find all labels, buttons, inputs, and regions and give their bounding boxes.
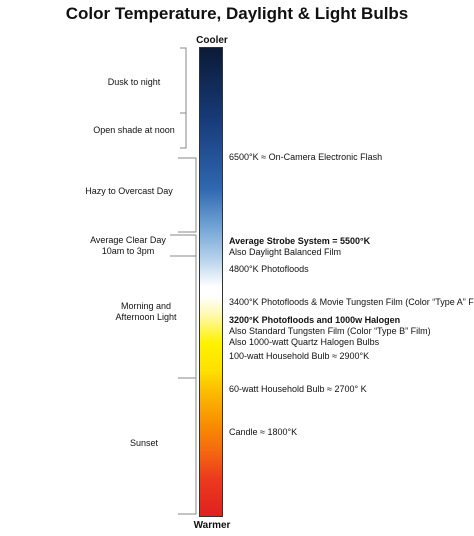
annotation-5500k-strobe: Average Strobe System = 5500°K <box>229 236 371 246</box>
bracket-sunset <box>178 377 197 515</box>
page-title: Color Temperature, Daylight & Light Bulb… <box>65 4 409 23</box>
bracket-open-shade <box>180 112 187 149</box>
annotation-100w-bulb: 100-watt Household Bulb ≈ 2900°K <box>229 351 370 361</box>
color-temperature-gradient-bar <box>199 47 223 517</box>
range-label-line: Open shade at noon <box>93 125 175 135</box>
range-label-morning: Morning and Afternoon Light <box>96 301 196 323</box>
annotation-quartz-halogen: Also 1000-watt Quartz Halogen Bulbs <box>229 337 380 347</box>
annotation-60w-bulb: 60-watt Household Bulb ≈ 2700° K <box>229 384 367 394</box>
annotation-3400k-type-a: 3400°K Photofloods & Movie Tungsten Film… <box>229 297 474 307</box>
range-label-line: Sunset <box>129 438 159 448</box>
range-label-line: Morning and <box>120 301 172 311</box>
annotation-daylight-film: Also Daylight Balanced Film <box>229 247 342 257</box>
range-label-sunset: Sunset <box>114 438 174 449</box>
range-label-line: Dusk to night <box>107 77 161 87</box>
annotation-type-b-film: Also Standard Tungsten Film (Color “Type… <box>229 326 431 336</box>
cooler-label: Cooler <box>196 35 228 46</box>
range-label-dusk: Dusk to night <box>84 77 184 88</box>
annotation-6500k-flash: 6500°K ≈ On-Camera Electronic Flash <box>229 152 383 162</box>
annotation-4800k-photofloods: 4800°K Photofloods <box>229 264 309 274</box>
range-label-line: 10am to 3pm <box>101 246 155 256</box>
bracket-hazy <box>178 157 197 233</box>
range-label-hazy: Hazy to Overcast Day <box>74 186 184 197</box>
annotation-3200k-halogen: 3200°K Photofloods and 1000w Halogen <box>229 315 401 325</box>
range-label-line: Average Clear Day <box>90 235 166 245</box>
range-label-line: Hazy to Overcast Day <box>85 186 173 196</box>
range-label-open-shade: Open shade at noon <box>84 125 184 136</box>
range-label-clear-day: Average Clear Day 10am to 3pm <box>78 235 178 257</box>
annotation-candle: Candle ≈ 1800°K <box>229 427 298 437</box>
warmer-label: Warmer <box>193 520 231 531</box>
range-label-line: Afternoon Light <box>115 312 177 322</box>
